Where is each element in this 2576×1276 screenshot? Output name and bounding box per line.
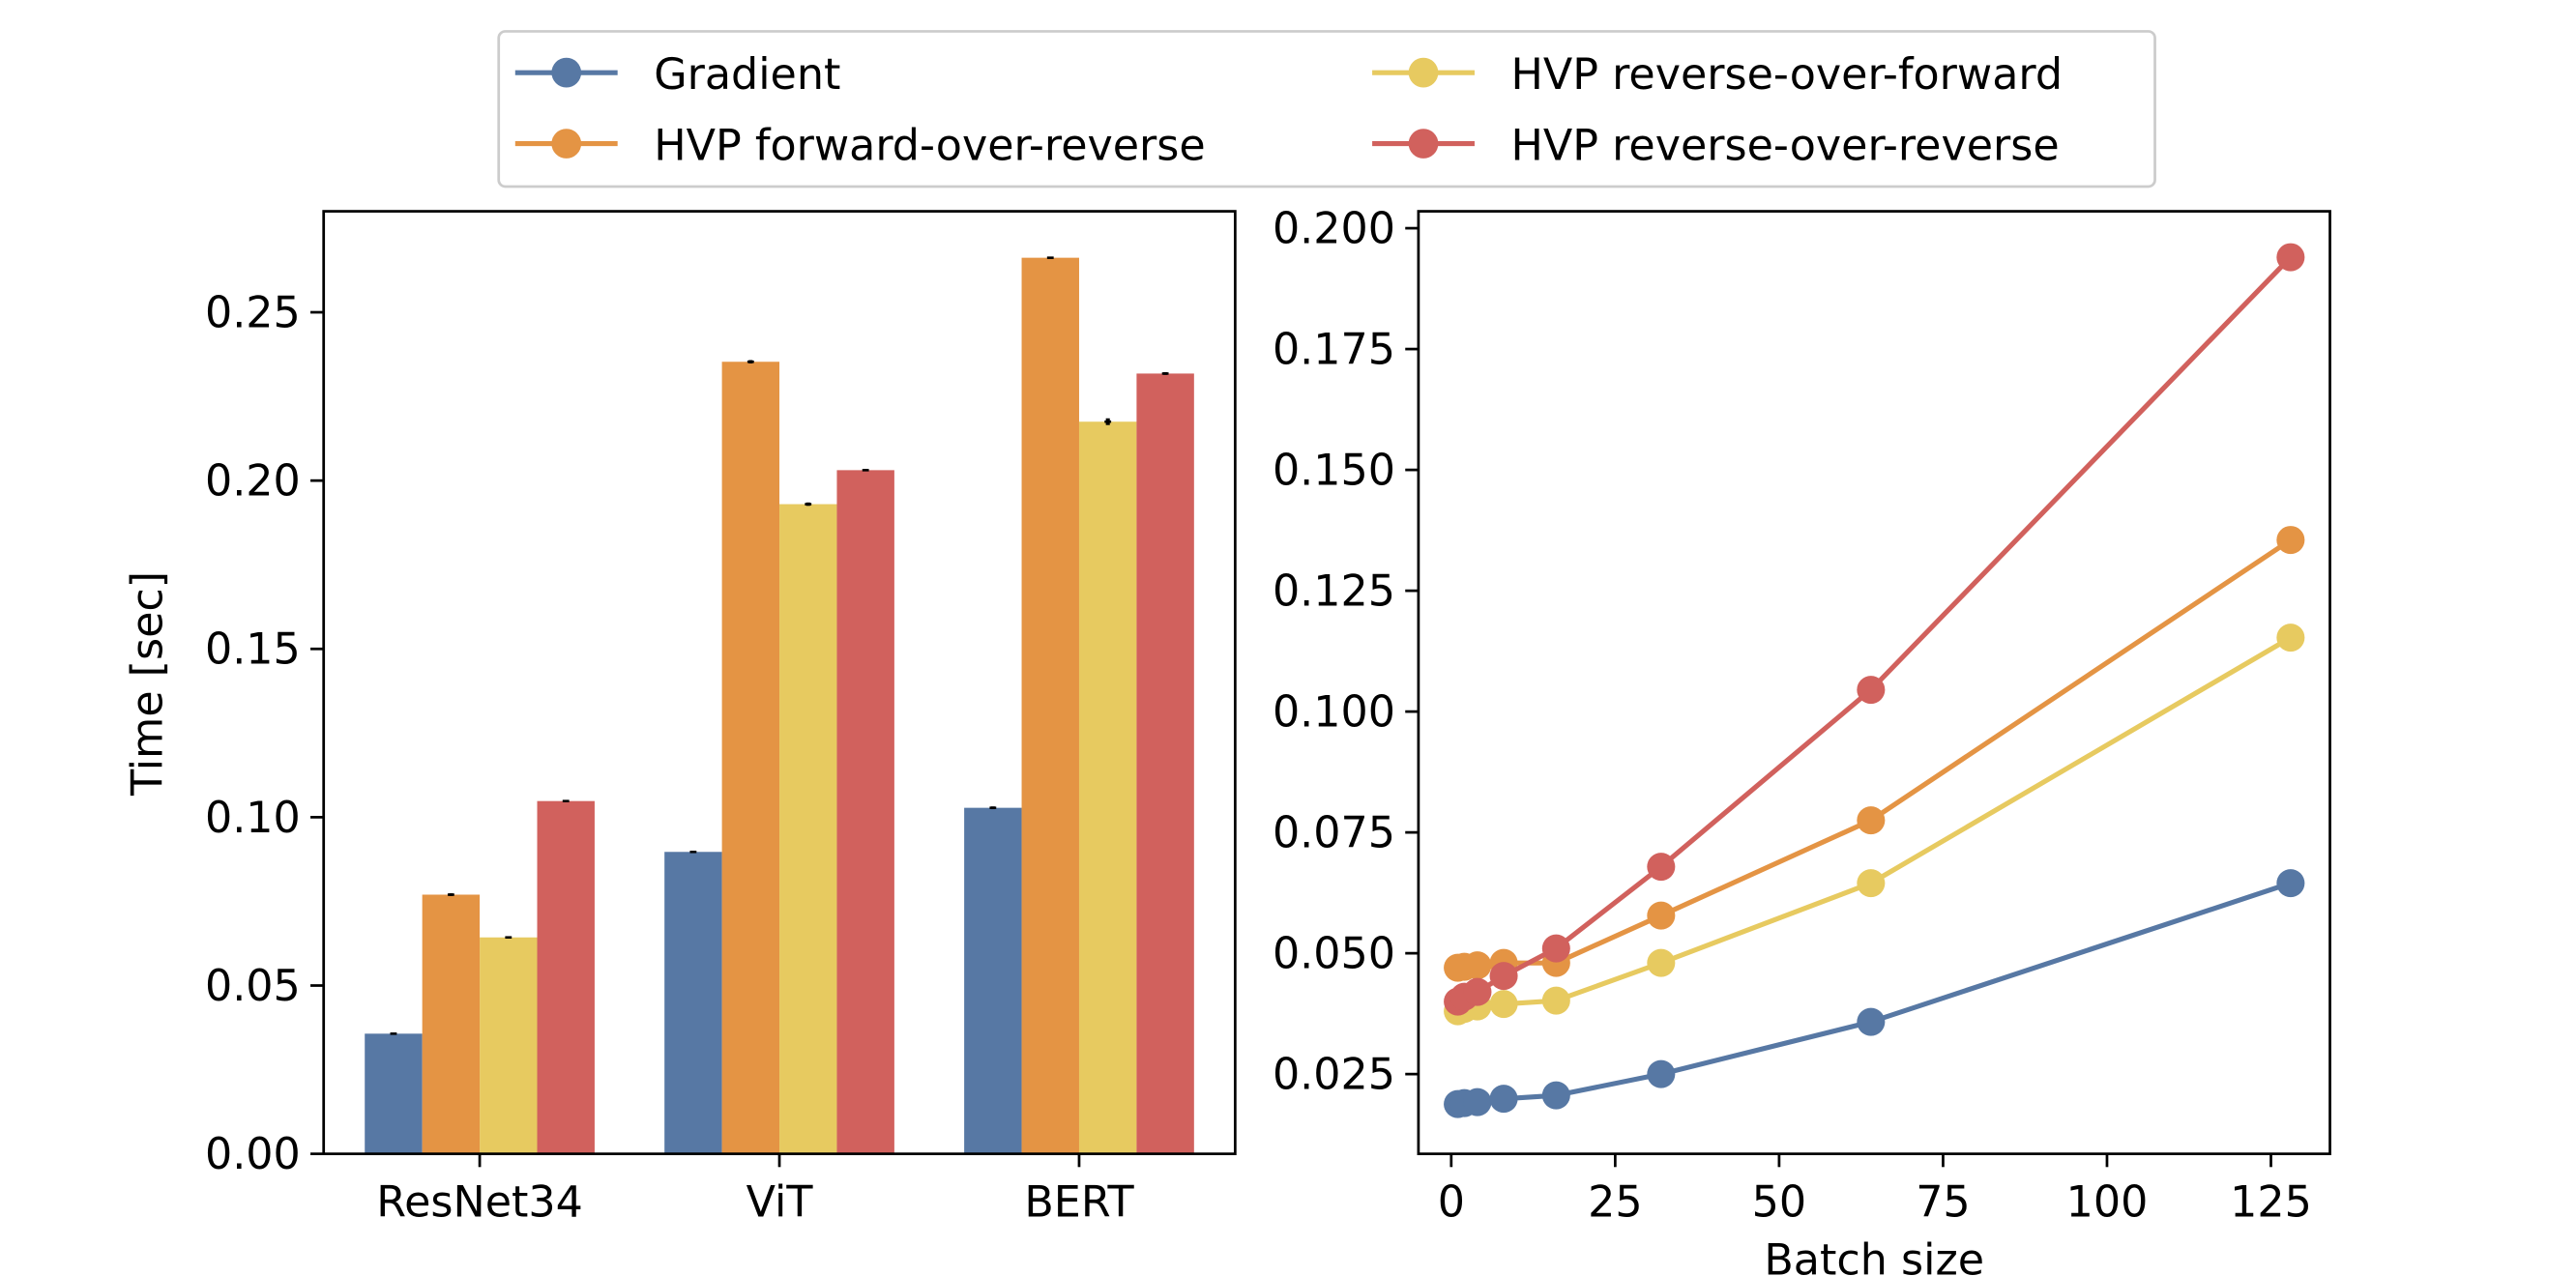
bar-resnet34-1 bbox=[422, 894, 481, 1154]
legend-marker-icon bbox=[551, 57, 582, 88]
bar-resnet34-0 bbox=[365, 1033, 423, 1154]
line-ytick-label: 0.150 bbox=[1273, 446, 1395, 495]
legend: Gradient HVP forward-over-reverse HVP reve… bbox=[497, 30, 2156, 188]
legend-item: HVP reverse-over-reverse bbox=[1372, 122, 2060, 171]
line-chart-panel: 0.025 0.050 0.075 0.100 0.125 0.150 0.175 0.200… bbox=[1273, 204, 2331, 1276]
legend-item: HVP forward-over-reverse bbox=[514, 122, 1206, 171]
data-point bbox=[1647, 1059, 1676, 1088]
bar-xtick-label: ResNet34 bbox=[376, 1178, 583, 1228]
bar-ytick-label: 0.10 bbox=[205, 794, 301, 843]
bar-vit-1 bbox=[721, 362, 780, 1154]
data-point bbox=[1489, 1085, 1518, 1114]
line-xtick-label: 25 bbox=[1588, 1178, 1642, 1228]
line-xtick-label: 125 bbox=[2230, 1178, 2312, 1228]
data-point bbox=[1857, 676, 1886, 705]
line-xtick-label: 0 bbox=[1438, 1178, 1465, 1228]
line-ytick-label: 0.175 bbox=[1273, 325, 1395, 374]
bar-bert-0 bbox=[964, 807, 1022, 1154]
legend-marker-icon bbox=[1408, 57, 1439, 88]
line-ytick-label: 0.025 bbox=[1273, 1050, 1395, 1099]
data-point bbox=[2276, 624, 2305, 652]
data-point bbox=[1463, 1088, 1492, 1116]
data-point bbox=[1489, 990, 1518, 1019]
legend-label: Gradient bbox=[654, 50, 840, 100]
bar-vit-2 bbox=[779, 504, 837, 1154]
bar-xtick-label: ViT bbox=[746, 1178, 814, 1228]
legend-frame bbox=[497, 30, 2156, 188]
data-point bbox=[1647, 853, 1676, 882]
data-point bbox=[2276, 243, 2305, 272]
bar-resnet34-3 bbox=[537, 800, 595, 1154]
line-series-1 bbox=[1444, 526, 2305, 982]
data-point bbox=[1647, 948, 1676, 977]
data-point bbox=[1463, 977, 1492, 1006]
data-point bbox=[1647, 901, 1676, 930]
line-xtick-label: 50 bbox=[1752, 1178, 1806, 1228]
bar-xtick-label: BERT bbox=[1024, 1178, 1134, 1228]
bar-chart-frame bbox=[322, 210, 1237, 1156]
bar-resnet34-2 bbox=[480, 937, 538, 1154]
legend-label: HVP reverse-over-reverse bbox=[1511, 122, 2060, 171]
line-chart-frame bbox=[1417, 210, 2331, 1156]
bar-chart-panel: Time [sec] 0.00 0.05 0.10 0.15 0.20 0.25 ResN… bbox=[123, 210, 1237, 1228]
bar-bert-2 bbox=[1078, 421, 1137, 1154]
legend-item: Gradient bbox=[514, 50, 840, 100]
bar-chart-ylabel: Time [sec] bbox=[123, 571, 172, 797]
bar-ytick-label: 0.00 bbox=[205, 1130, 301, 1179]
data-point bbox=[1857, 806, 1886, 835]
legend-label: HVP forward-over-reverse bbox=[654, 122, 1205, 171]
line-xtick-label: 75 bbox=[1916, 1178, 1970, 1228]
line-ytick-label: 0.100 bbox=[1273, 687, 1395, 737]
bar-ytick-label: 0.25 bbox=[205, 288, 301, 337]
line-series-3 bbox=[1444, 243, 2305, 1016]
bar-ytick-label: 0.20 bbox=[205, 457, 301, 507]
line-chart-xlabel: Batch size bbox=[1764, 1235, 1984, 1276]
data-point bbox=[1541, 934, 1570, 963]
line-ytick-label: 0.125 bbox=[1273, 566, 1395, 616]
data-point bbox=[1541, 1081, 1570, 1110]
bar-bert-3 bbox=[1136, 373, 1194, 1154]
data-point bbox=[1463, 951, 1492, 980]
legend-item: HVP reverse-over-forward bbox=[1372, 50, 2063, 100]
bar-ytick-label: 0.15 bbox=[205, 625, 301, 675]
line-series-0 bbox=[1444, 869, 2305, 1118]
series-line bbox=[1457, 537, 2293, 971]
data-point bbox=[2276, 526, 2305, 555]
legend-marker-icon bbox=[1408, 129, 1439, 159]
data-point bbox=[1541, 986, 1570, 1015]
data-point bbox=[1857, 1007, 1886, 1036]
line-xtick-label: 100 bbox=[2066, 1178, 2149, 1228]
legend-label: HVP reverse-over-forward bbox=[1511, 50, 2063, 100]
line-ytick-label: 0.075 bbox=[1273, 808, 1395, 857]
line-ytick-label: 0.050 bbox=[1273, 929, 1395, 978]
bar-bert-1 bbox=[1021, 257, 1079, 1154]
data-point bbox=[1857, 869, 1886, 898]
legend-marker-icon bbox=[551, 129, 582, 159]
bar-vit-0 bbox=[664, 852, 722, 1154]
bar-vit-3 bbox=[836, 470, 894, 1154]
line-ytick-label: 0.200 bbox=[1273, 204, 1395, 253]
data-point bbox=[2276, 869, 2305, 898]
bar-ytick-label: 0.05 bbox=[205, 962, 301, 1011]
data-point bbox=[1489, 962, 1518, 991]
